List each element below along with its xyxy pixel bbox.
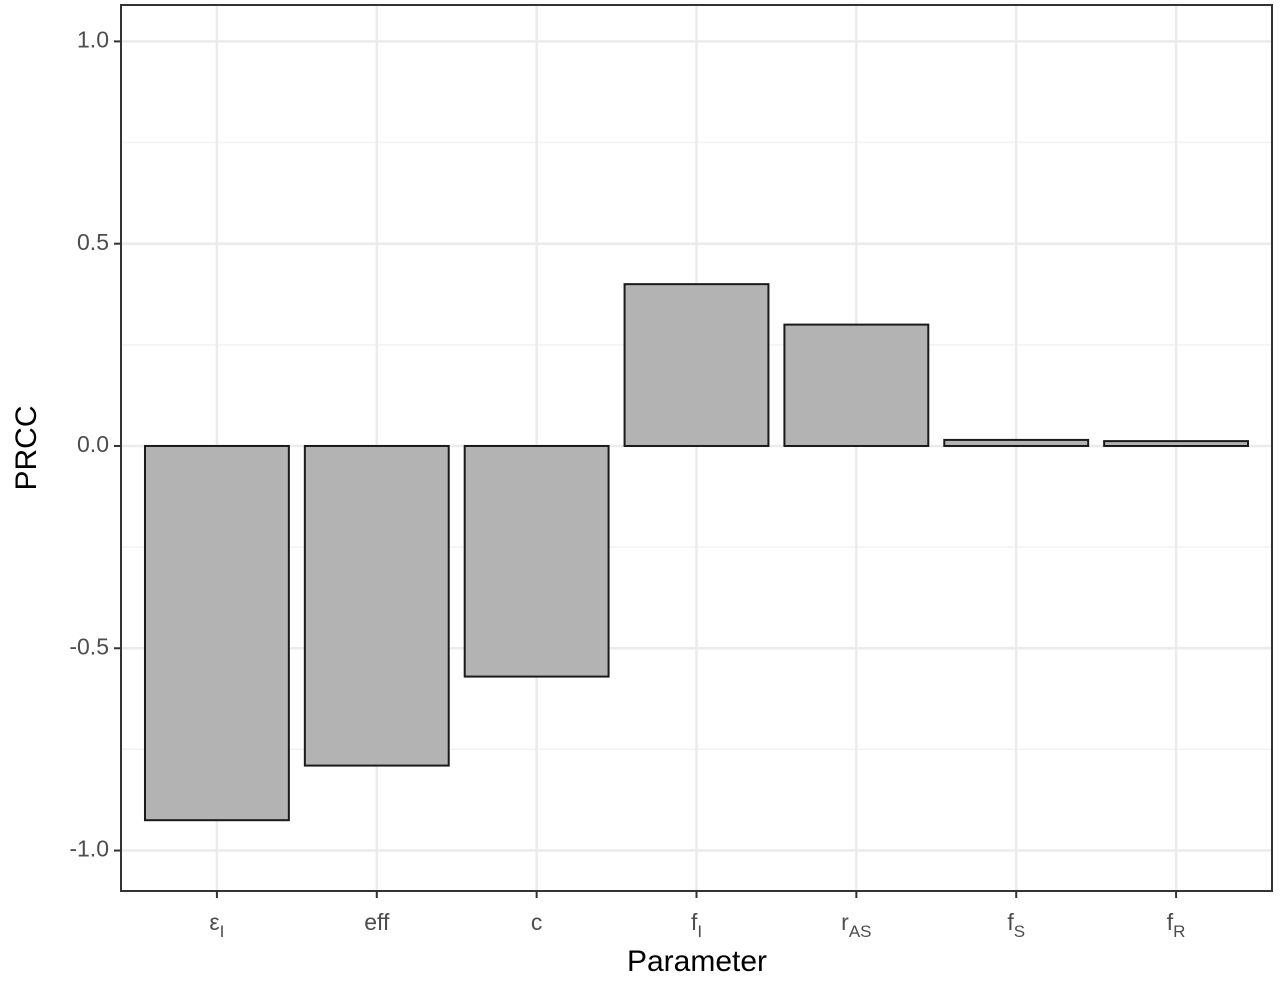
y-tick-label: -1.0 <box>69 836 109 862</box>
x-tick-label: c <box>531 909 543 935</box>
x-tick-label: εI <box>209 909 224 941</box>
x-tick-label-subscript: AS <box>849 922 872 941</box>
x-tick-label-subscript: I <box>220 922 225 941</box>
x-tick-label-main: eff <box>364 909 390 935</box>
y-tick-label: 0.0 <box>77 431 109 457</box>
plot-border <box>120 4 1273 892</box>
bar <box>1103 440 1250 447</box>
bar <box>783 323 930 447</box>
x-axis-title: Parameter <box>627 945 767 978</box>
x-tick-label-main: f <box>1007 909 1014 935</box>
x-tick-label: fS <box>1007 909 1025 941</box>
bar <box>143 444 290 822</box>
x-tick-label-main: ε <box>209 909 219 935</box>
x-tick-label: rAS <box>841 909 871 941</box>
x-tick-label-main: c <box>531 909 543 935</box>
y-tick-label: 1.0 <box>77 26 109 52</box>
x-tick-label-main: r <box>841 909 849 935</box>
x-tick-label-subscript: I <box>697 922 702 941</box>
x-tick-label-main: f <box>1167 909 1174 935</box>
y-tick-label: -0.5 <box>69 633 109 659</box>
x-tick-label-subscript: S <box>1014 922 1025 941</box>
y-axis-title: PRCC <box>10 405 43 490</box>
x-tick-label: fR <box>1167 909 1186 941</box>
x-tick-label-subscript: R <box>1173 922 1185 941</box>
bar <box>303 444 450 767</box>
bar <box>943 438 1090 447</box>
x-tick-label: fI <box>691 909 702 941</box>
x-tick-label: eff <box>364 909 390 935</box>
x-tick-label-main: f <box>691 909 698 935</box>
y-tick-label: 0.5 <box>77 229 109 255</box>
bar <box>463 444 610 678</box>
bar <box>623 283 770 447</box>
